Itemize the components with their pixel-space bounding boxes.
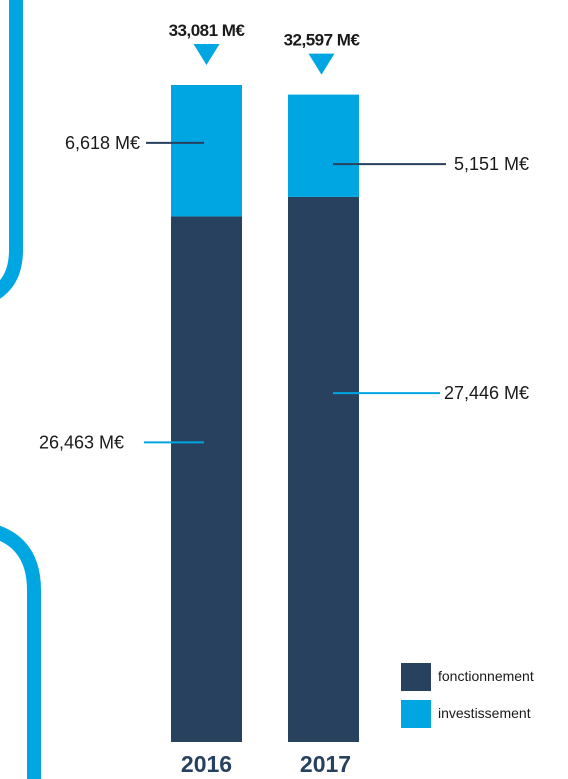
legend-label-fonctionnement: fonctionnement — [438, 668, 534, 684]
year-label-2017: 2017 — [300, 751, 351, 777]
bars-group — [171, 85, 359, 742]
legend-swatch-fonctionnement — [401, 663, 431, 691]
year-label-2016: 2016 — [181, 751, 232, 777]
total-arrow-2017 — [309, 54, 335, 75]
bar-investissement-2016 — [171, 85, 242, 216]
total-label-2016: 33,081 M€ — [169, 21, 246, 40]
value-label-fonctionnement-2016: 26,463 M€ — [39, 432, 124, 452]
leader-lines-group: 6,618 M€ 5,151 M€ 26,463 M€ 27,446 M€ — [39, 133, 529, 453]
total-arrow-2016 — [194, 44, 220, 65]
bar-investissement-2017 — [288, 95, 359, 197]
bar-fonctionnement-2016 — [171, 216, 242, 742]
decor-line-bottom — [0, 528, 34, 779]
decor-line-top — [0, 0, 16, 300]
total-label-2017: 32,597 M€ — [284, 31, 361, 50]
value-label-fonctionnement-2017: 27,446 M€ — [444, 383, 529, 403]
totals-group: 33,081 M€ 32,597 M€ — [169, 21, 361, 75]
year-labels-group: 2016 2017 — [181, 751, 351, 777]
bar-fonctionnement-2017 — [288, 197, 359, 742]
value-label-investissement-2017: 5,151 M€ — [454, 154, 529, 174]
value-label-investissement-2016: 6,618 M€ — [65, 133, 140, 153]
legend-swatch-investissement — [401, 700, 431, 728]
legend: fonctionnement investissement — [401, 663, 534, 728]
legend-label-investissement: investissement — [438, 705, 531, 721]
